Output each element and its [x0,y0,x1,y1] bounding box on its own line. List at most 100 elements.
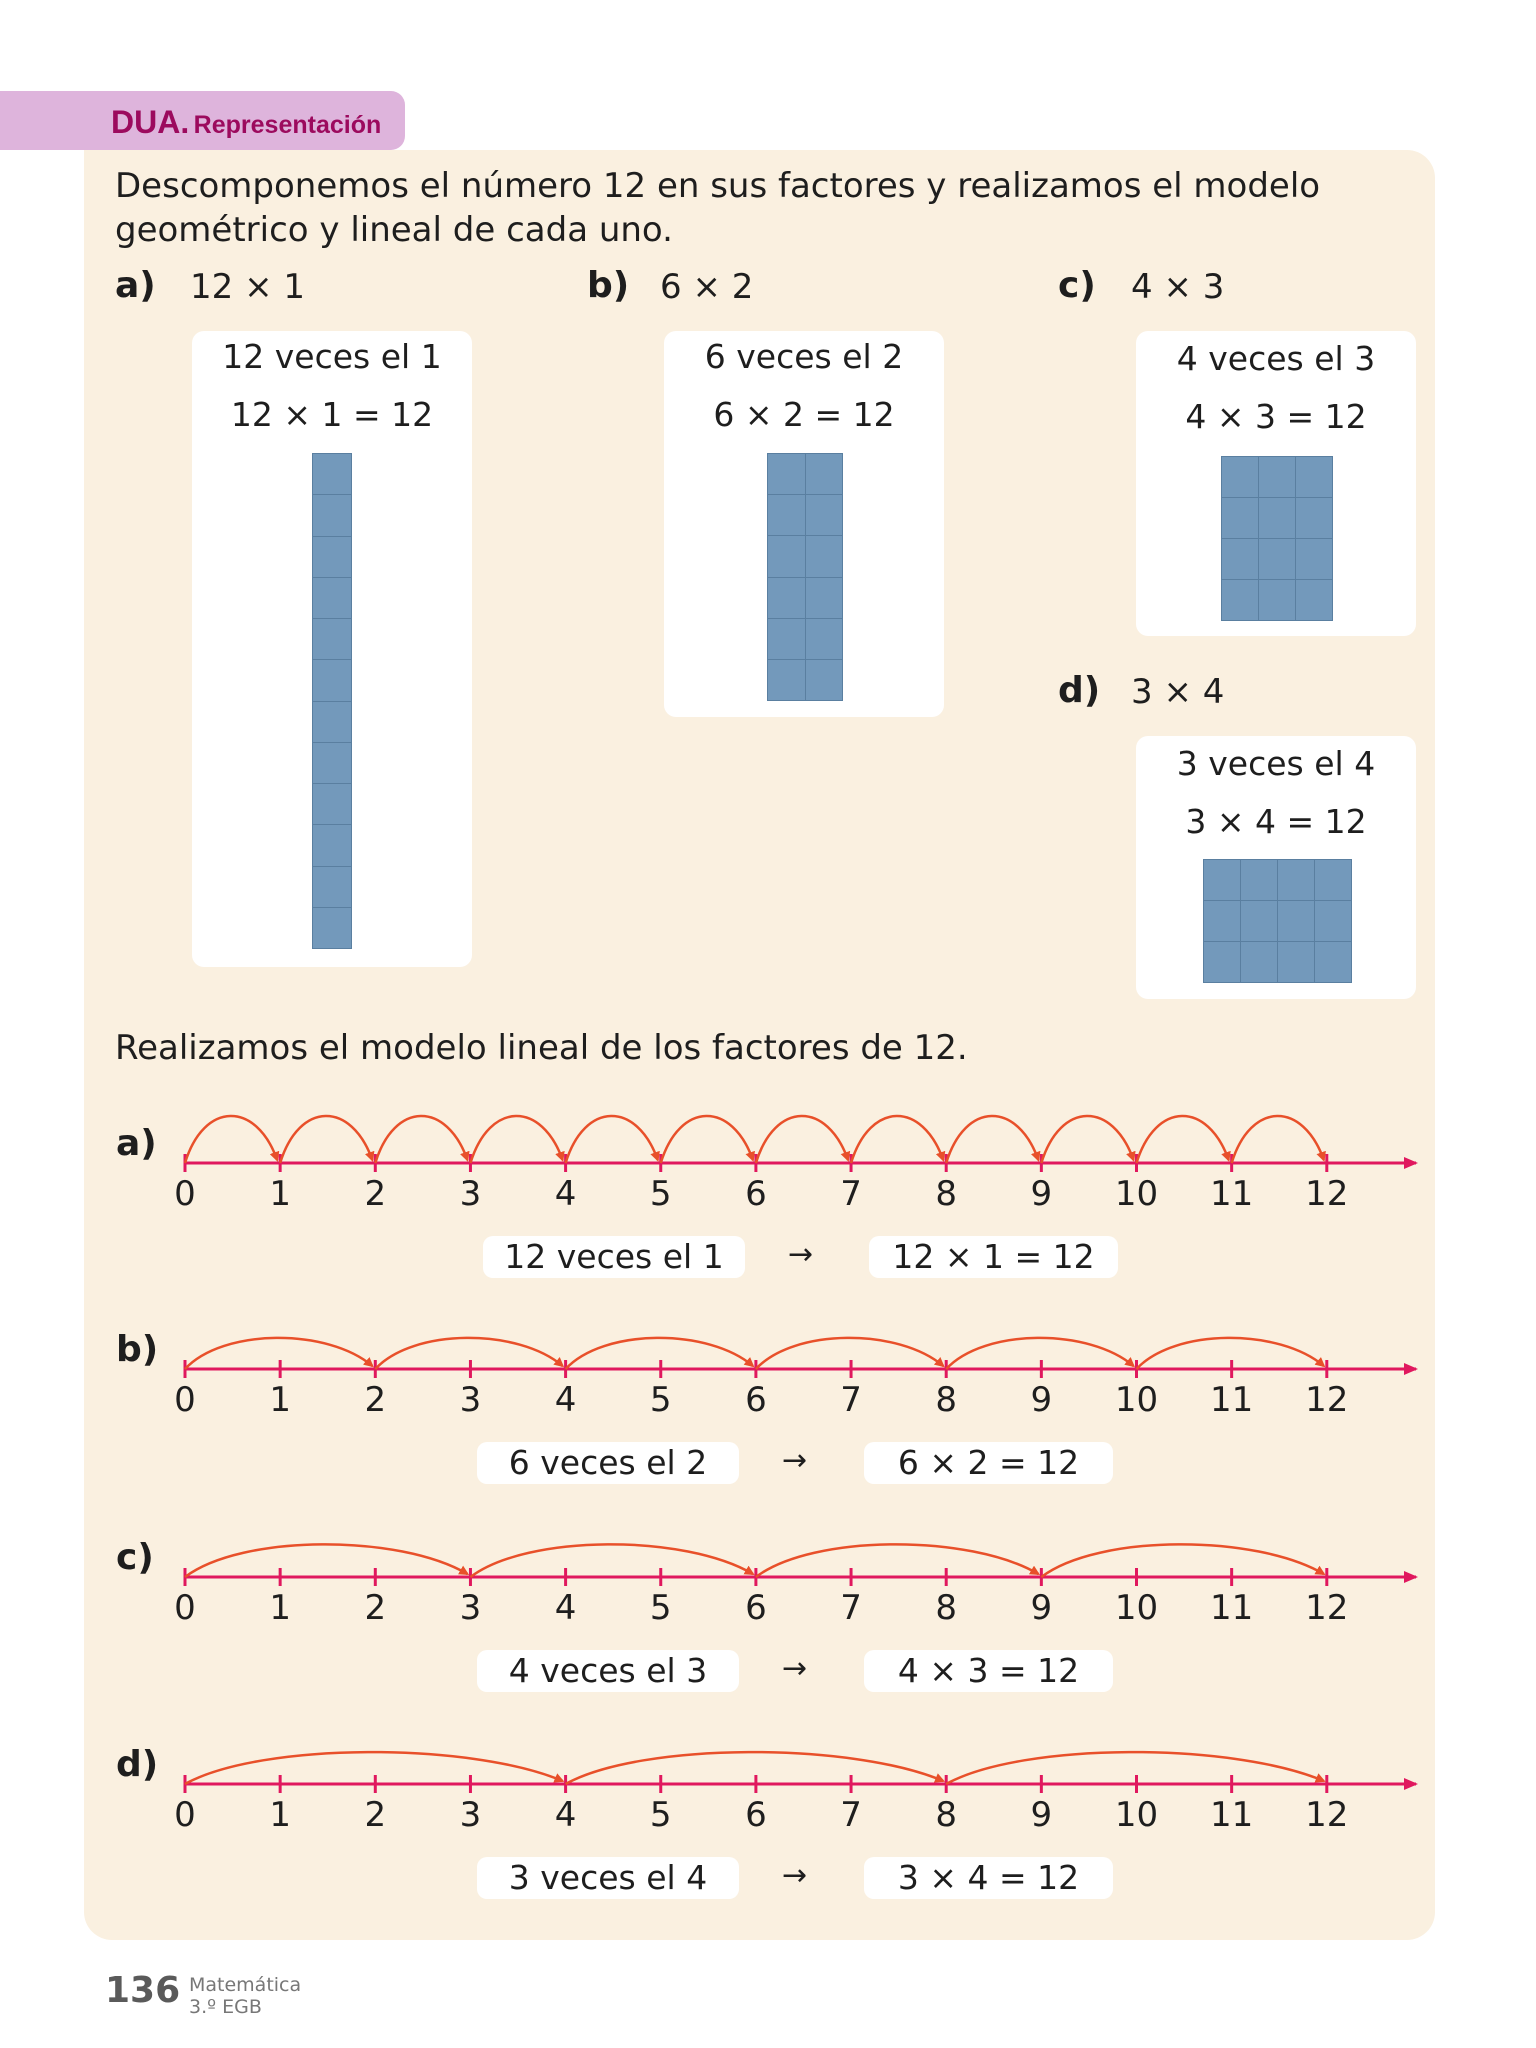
tick-label: 2 [364,1174,386,1214]
jump-arrow [184,1336,374,1370]
unit-square [313,825,351,866]
unit-square [1204,901,1240,941]
section-title: DUA. Representación [111,104,381,141]
jump-arrow [945,1114,1041,1164]
arrow-right-icon: → [782,1858,808,1893]
model-card-c: 4 veces el 3 4 × 3 = 12 [1136,331,1416,636]
jump-arrow [184,1750,565,1786]
tick-label: 1 [269,1174,291,1214]
line-caption: 6 veces el 2 [477,1442,739,1484]
unit-square [313,495,351,536]
jump-arrow [184,1543,470,1578]
area-model [312,453,352,949]
model-card-b: 6 veces el 2 6 × 2 = 12 [664,331,944,717]
page-number: 136 [105,1970,181,2011]
item-b-label: b) [587,265,630,306]
model-card-a: 12 veces el 1 12 × 1 = 12 [192,331,472,967]
tick-label: 7 [840,1380,862,1420]
tick-label: 0 [174,1588,196,1628]
unit-square [1204,860,1240,900]
tick-label: 4 [555,1174,577,1214]
tick-label: 6 [745,1795,767,1835]
tick-label: 7 [840,1174,862,1214]
unit-square [1278,942,1314,982]
unit-square [768,577,805,618]
tick-label: 12 [1305,1795,1348,1835]
line-d-label: d) [116,1744,159,1785]
tick-label: 11 [1210,1380,1253,1420]
tick-label: 0 [174,1380,196,1420]
tick-label: 0 [174,1795,196,1835]
unit-square [1296,539,1332,579]
tick-label: 12 [1305,1588,1348,1628]
card-equation: 12 × 1 = 12 [230,395,434,434]
card-caption: 3 veces el 4 [1176,744,1376,783]
unit-square [1259,498,1295,538]
card-caption: 12 veces el 1 [222,337,442,376]
unit-square [1259,539,1295,579]
tick-label: 0 [174,1174,196,1214]
model-card-d: 3 veces el 4 3 × 4 = 12 [1136,736,1416,999]
unit-square [1278,860,1314,900]
unit-square [313,701,351,742]
unit-square [1241,901,1277,941]
tick-label: 2 [364,1380,386,1420]
unit-square [1296,580,1332,620]
line-caption: 4 veces el 3 [477,1650,739,1692]
line-equation: 6 × 2 = 12 [864,1442,1113,1484]
tick-label: 12 [1305,1380,1348,1420]
tick-label: 12 [1305,1174,1348,1214]
unit-square [805,454,842,495]
instructions-line2: geométrico y lineal de cada uno. [115,210,673,250]
unit-square [1296,457,1332,497]
jump-arrow [754,1114,851,1164]
jump-arrow [945,1336,1136,1370]
unit-square [805,577,842,618]
tick-label: 10 [1115,1380,1158,1420]
tick-label: 10 [1115,1795,1158,1835]
jump-arrow [754,1336,945,1370]
area-model [1203,859,1352,983]
unit-square [1315,942,1351,982]
unit-square [1204,942,1240,982]
tick-label: 6 [745,1174,767,1214]
area-model [767,453,843,701]
line-caption: 12 veces el 1 [483,1236,745,1278]
line-caption: 3 veces el 4 [477,1857,739,1899]
jump-arrow [564,1750,946,1786]
tick-label: 7 [840,1588,862,1628]
jump-arrow [1040,1543,1326,1578]
line-b-label: b) [116,1329,159,1370]
unit-square [1222,498,1258,538]
tick-label: 5 [650,1795,672,1835]
jump-arrow [1135,1114,1231,1164]
unit-square [313,866,351,907]
line-equation: 3 × 4 = 12 [864,1857,1113,1899]
jump-arrow [278,1114,375,1164]
item-a-expression: 12 × 1 [190,267,305,307]
unit-square [1315,901,1351,941]
tick-label: 8 [935,1174,957,1214]
jump-arrow [849,1114,946,1164]
unit-square [805,536,842,577]
tick-label: 4 [555,1795,577,1835]
unit-square [313,660,351,701]
book-info: Matemática 3.º EGB [189,1974,301,2018]
jump-arrow [469,1114,565,1164]
unit-square [313,454,351,495]
tick-label: 6 [745,1380,767,1420]
jump-arrow [1135,1336,1326,1370]
line-c-label: c) [116,1537,154,1578]
tick-label: 1 [269,1380,291,1420]
tick-label: 5 [650,1174,672,1214]
unit-square [1222,539,1258,579]
card-equation: 6 × 2 = 12 [713,395,895,434]
unit-square [768,659,805,700]
tick-label: 4 [555,1380,577,1420]
arrow-right-icon: → [782,1443,808,1478]
line-equation: 12 × 1 = 12 [869,1236,1118,1278]
unit-square [805,659,842,700]
jump-arrow [374,1114,470,1164]
jump-arrow [374,1336,565,1370]
unit-square [313,784,351,825]
